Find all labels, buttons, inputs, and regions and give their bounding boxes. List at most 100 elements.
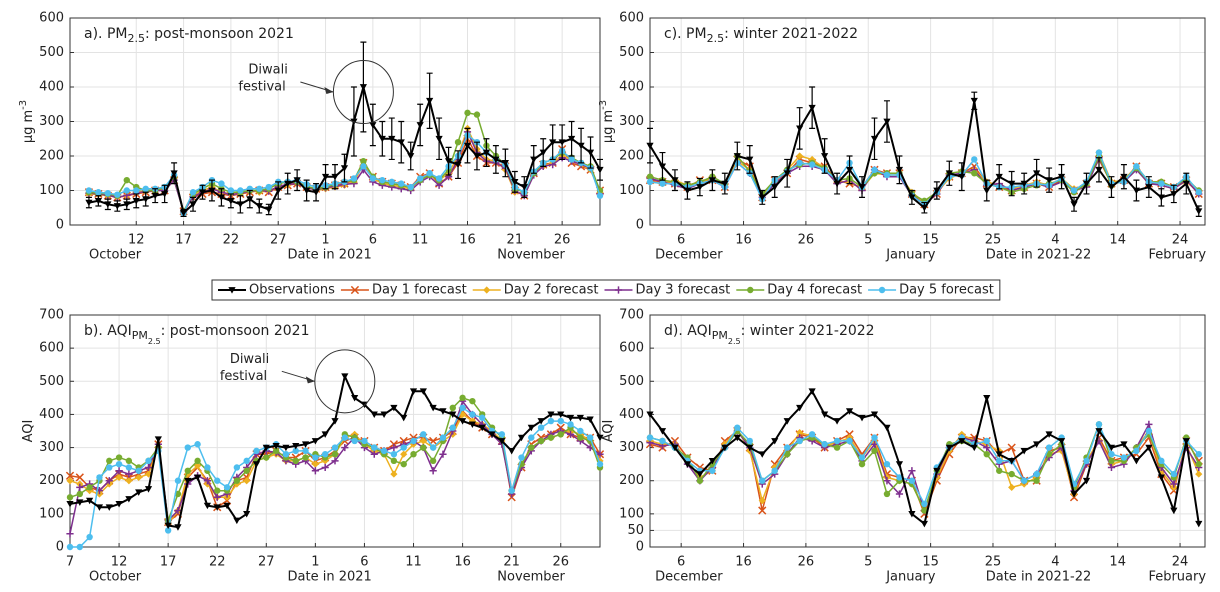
marker	[331, 173, 339, 181]
marker	[846, 437, 853, 445]
panel-title-part: a). PM	[84, 26, 127, 42]
marker	[321, 451, 329, 458]
marker	[1020, 448, 1028, 455]
x-tick-label: 26	[798, 555, 815, 570]
series	[646, 421, 1202, 508]
marker	[721, 180, 729, 188]
marker	[473, 153, 481, 160]
marker	[1120, 173, 1128, 181]
plot-frame	[69, 314, 601, 548]
marker	[151, 192, 159, 200]
marker	[833, 444, 841, 451]
marker	[370, 411, 378, 419]
panel-title-part: b). AQI	[84, 323, 132, 339]
marker	[194, 457, 201, 465]
marker	[1045, 431, 1053, 438]
x-tick-label: 15	[922, 555, 939, 570]
marker	[95, 504, 104, 511]
marker	[1120, 441, 1128, 448]
marker	[331, 444, 339, 451]
marker	[1145, 427, 1153, 435]
marker	[488, 431, 496, 438]
marker	[1082, 180, 1091, 188]
marker	[983, 451, 990, 458]
marker	[883, 118, 891, 126]
marker	[871, 434, 878, 441]
marker	[821, 441, 828, 448]
x-tick-label: 4	[1051, 233, 1059, 248]
legend-marker	[483, 286, 491, 294]
marker	[253, 447, 260, 455]
marker	[161, 191, 169, 198]
marker	[1020, 180, 1028, 188]
marker	[734, 424, 741, 431]
marker	[341, 434, 349, 441]
marker	[66, 494, 74, 501]
marker	[908, 510, 916, 518]
marker	[1195, 208, 1203, 215]
marker	[213, 504, 221, 511]
marker	[586, 416, 594, 423]
x-tick-label: 6	[677, 233, 685, 248]
legend-label: Day 5 forecast	[899, 283, 994, 298]
marker	[174, 524, 182, 531]
marker	[577, 434, 584, 441]
marker	[407, 153, 415, 160]
marker	[586, 434, 594, 441]
marker	[331, 418, 339, 425]
panel-title-part: 2.5	[148, 337, 161, 346]
marker	[416, 122, 424, 129]
marker	[351, 394, 359, 402]
panel-title-part: PM	[712, 329, 728, 342]
marker	[256, 185, 263, 192]
marker	[388, 135, 396, 143]
legend-marker	[878, 286, 886, 294]
panel-title: d). AQIPM2.5: winter 2021-2022	[664, 323, 875, 346]
marker	[409, 388, 418, 395]
marker	[193, 474, 202, 481]
marker	[1195, 451, 1202, 458]
marker	[1132, 457, 1141, 465]
marker	[696, 477, 704, 484]
x-tick-label: 17	[175, 233, 192, 248]
marker	[75, 473, 84, 482]
marker	[995, 451, 1003, 458]
month-label: November	[497, 248, 565, 263]
marker	[746, 156, 754, 164]
marker	[86, 533, 93, 541]
y-tick-label: 100	[39, 506, 64, 521]
marker	[369, 175, 377, 182]
y-tick-label: 700	[39, 308, 64, 323]
marker	[1033, 477, 1040, 484]
marker	[170, 170, 178, 177]
marker	[696, 471, 704, 478]
marker	[821, 153, 829, 160]
marker	[473, 111, 481, 118]
marker	[858, 184, 866, 191]
month-label: February	[1148, 248, 1206, 263]
x-axis-label: Date in 2021-22	[986, 248, 1092, 263]
marker	[783, 444, 791, 451]
marker	[1158, 457, 1165, 465]
series	[646, 86, 1203, 217]
marker	[1182, 180, 1190, 188]
marker	[464, 109, 471, 117]
marker	[444, 158, 453, 165]
marker	[577, 427, 584, 435]
marker	[144, 463, 153, 472]
marker	[1107, 444, 1116, 452]
marker	[439, 450, 447, 458]
month-label: October	[89, 570, 142, 585]
marker	[566, 414, 575, 422]
marker	[429, 457, 437, 465]
marker	[115, 454, 123, 461]
marker	[243, 510, 251, 518]
marker	[113, 203, 121, 210]
marker	[783, 451, 791, 458]
x-tick-label: 16	[454, 555, 471, 570]
marker	[646, 434, 654, 441]
marker	[341, 443, 349, 452]
marker	[449, 424, 456, 431]
month-label: February	[1148, 570, 1206, 585]
panel-title: b). AQIPM2.5: post-monsoon 2021	[84, 323, 310, 346]
